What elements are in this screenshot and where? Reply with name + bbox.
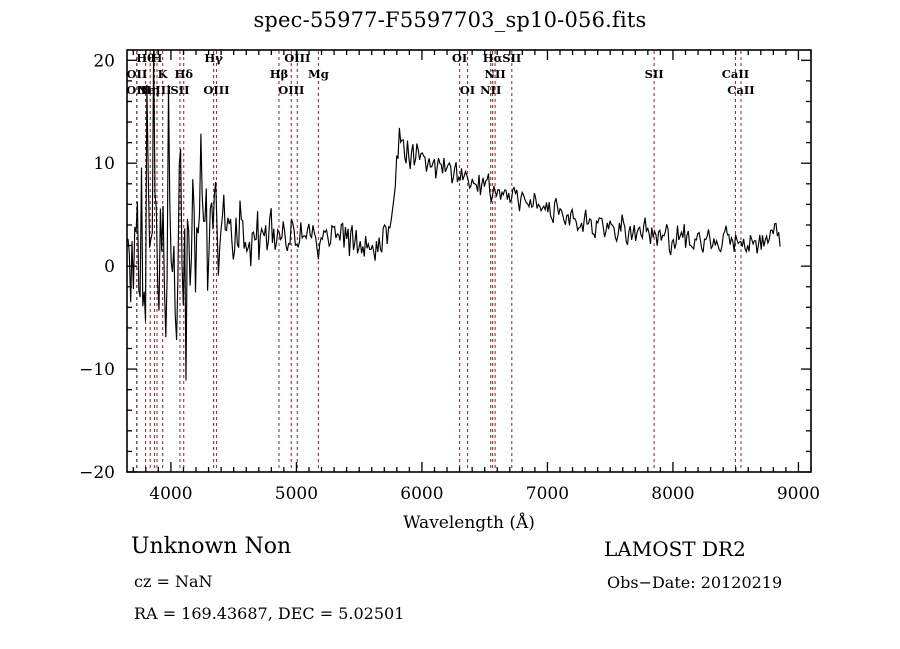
x-tick-label: 4000: [149, 484, 192, 504]
line-label: Hβ: [270, 67, 289, 81]
coordinates-label: RA = 169.43687, DEC = 5.02501: [134, 604, 405, 623]
y-tick-label: 10: [93, 154, 115, 174]
line-label: Hθ: [136, 51, 155, 65]
object-class-label: Unknown Non: [131, 534, 292, 559]
y-tick-label: 20: [93, 51, 115, 71]
plot-border: [126, 49, 812, 473]
line-label: SII: [502, 51, 521, 65]
x-tick-label: 7000: [526, 484, 569, 504]
line-label: NII: [480, 83, 501, 97]
line-label: OIII: [203, 83, 229, 97]
line-label: OII: [127, 67, 148, 81]
line-label: K: [158, 67, 169, 81]
line-label: CaII: [727, 83, 754, 97]
line-label: Mg: [308, 67, 329, 81]
axis-ticks: [127, 50, 812, 473]
spectrum-trace: [127, 49, 781, 381]
axis-tick-labels: 4000 5000 6000 7000 8000 9000 −20 −10 0 10 20: [79, 51, 820, 504]
line-label: OI: [460, 83, 475, 97]
x-axis-title-group: Wavelength (Å): [403, 512, 535, 533]
line-label: OIII: [278, 83, 304, 97]
obs-date-label: Obs−Date: 20120219: [607, 573, 783, 592]
flux-polyline: [127, 49, 781, 381]
line-label: NeIII: [138, 83, 172, 97]
spectral-line-markers: [136, 51, 742, 471]
line-label: CaII: [722, 67, 749, 81]
line-label: OIII: [284, 51, 310, 65]
line-label: NII: [484, 67, 505, 81]
plot-frame: [126, 49, 812, 473]
y-tick-label: −20: [79, 463, 115, 483]
line-label: OII: [126, 83, 147, 97]
line-label: Hδ: [174, 67, 193, 81]
line-label: SII: [170, 83, 189, 97]
x-tick-label: 5000: [275, 484, 318, 504]
x-tick-label: 9000: [777, 484, 820, 504]
redshift-label: cz = NaN: [134, 572, 213, 591]
y-tick-label: −10: [79, 360, 115, 380]
line-label: OI: [452, 51, 467, 65]
survey-label: LAMOST DR2: [604, 537, 746, 561]
x-tick-label: 6000: [400, 484, 443, 504]
x-axis-title: Wavelength (Å): [403, 512, 535, 533]
x-tick-label: 8000: [651, 484, 694, 504]
line-label: Hα: [483, 51, 503, 65]
line-label: H: [152, 51, 163, 65]
line-label: Hγ: [204, 51, 223, 65]
y-tick-label: 0: [104, 257, 115, 277]
line-label: Hη: [141, 83, 160, 97]
line-label: SII: [645, 67, 664, 81]
page-title: spec-55977-F5597703_sp10-056.fits: [253, 8, 647, 32]
